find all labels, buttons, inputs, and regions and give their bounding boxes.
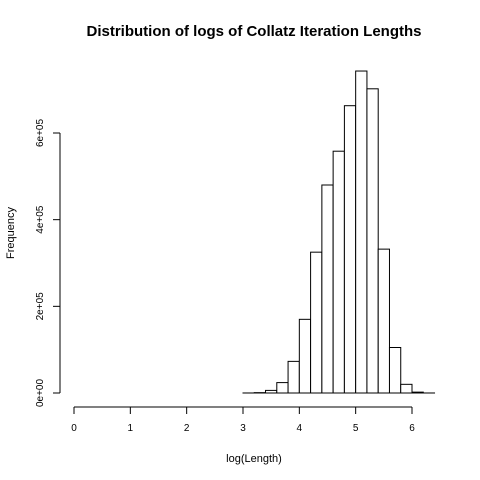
bar-group [243,71,435,393]
histogram-bar [266,390,277,393]
y-axis-label: Frequency [5,207,17,259]
histogram-bar [367,89,378,393]
histogram-bar [333,151,344,393]
histogram-bar [299,319,310,393]
x-tick-label: 5 [353,423,359,434]
histogram-bar [311,252,322,393]
histogram-bar [389,348,400,394]
histogram-bar [322,185,333,393]
histogram-bar [288,361,299,393]
x-tick-label: 3 [240,423,246,434]
histogram-bar [412,392,423,393]
y-tick-label: 4e+05 [35,205,46,234]
y-tick-label: 2e+05 [35,292,46,321]
x-tick-label: 6 [409,423,415,434]
x-axis: 0 1 2 3 4 5 6 [71,407,415,434]
y-tick-label: 6e+05 [35,119,46,148]
histogram-bar [401,384,412,393]
x-tick-label: 4 [297,423,303,434]
histogram-bar [356,71,367,393]
x-tick-label: 1 [128,423,134,434]
x-tick-label: 2 [184,423,190,434]
histogram-bar [277,383,288,393]
x-tick-label: 0 [71,423,77,434]
chart-title: Distribution of logs of Collatz Iteratio… [87,23,422,40]
x-axis-label: log(Length) [226,453,282,465]
histogram-bar [344,106,355,393]
y-axis: 0e+00 2e+05 4e+05 6e+05 [35,119,60,408]
histogram-bar [378,249,389,393]
y-tick-label: 0e+00 [35,379,46,408]
